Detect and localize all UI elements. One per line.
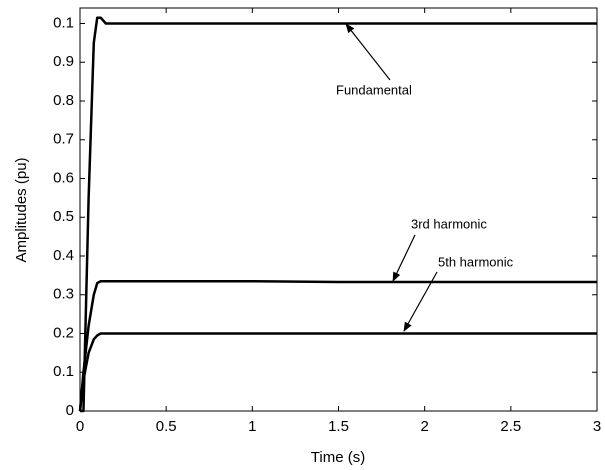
- series-line: [78, 332, 597, 412]
- y-axis-label: Amplitudes (pu): [13, 157, 30, 262]
- x-tick-label: 2: [420, 418, 428, 435]
- x-tick-label: 3: [593, 418, 601, 435]
- x-tick-label: 0.5: [156, 418, 177, 435]
- y-tick-label: 0: [66, 402, 74, 419]
- y-tick-label: 0.1: [53, 363, 74, 380]
- y-tick-label: 0.5: [53, 208, 74, 225]
- y-tick-label: 0.4: [53, 247, 74, 264]
- y-tick-label: 0.1: [53, 14, 74, 31]
- series-line: [80, 16, 597, 413]
- annotation: 5th harmonic: [438, 254, 514, 269]
- x-tick-label: 2.5: [500, 418, 521, 435]
- arrow: [345, 23, 391, 81]
- plot-frame: [79, 7, 598, 412]
- x-tick-label: 1: [248, 418, 256, 435]
- x-axis-label: Time (s): [311, 449, 365, 466]
- arrow: [392, 234, 416, 282]
- y-tick-label: 0.7: [53, 131, 74, 148]
- y-tick-label: 0.8: [53, 92, 74, 109]
- y-tick-label: 0.6: [53, 169, 74, 186]
- y-tick-label: 0.3: [53, 286, 74, 303]
- x-tick-label: 1.5: [328, 418, 349, 435]
- x-tick-label: 0: [76, 418, 84, 435]
- annotation: Fundamental: [336, 82, 412, 97]
- series-line: [78, 279, 597, 412]
- y-tick-label: 0.2: [53, 324, 74, 341]
- annotation: 3rd harmonic: [411, 216, 487, 231]
- y-tick-label: 0.9: [53, 53, 74, 70]
